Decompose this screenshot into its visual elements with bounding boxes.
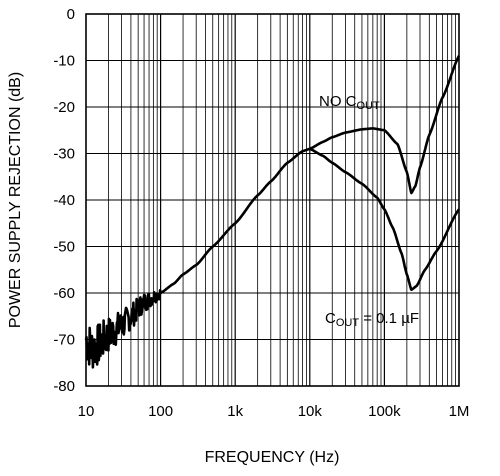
series-lines: [84, 55, 461, 369]
y-tick-label: -80: [53, 378, 75, 395]
series-line-common: [84, 147, 311, 369]
y-tick-label: 0: [67, 6, 75, 23]
series-label-cout-sub: OUT: [336, 317, 360, 329]
plot-frame: [85, 13, 460, 387]
y-tick-label: -60: [53, 285, 75, 302]
x-tick-label: 10k: [298, 403, 323, 420]
x-tick-label: 100: [148, 403, 173, 420]
series-label-no-cout-sub: OUT: [357, 100, 381, 112]
y-tick-label: -70: [53, 332, 75, 349]
x-tick-label: 10: [78, 403, 95, 420]
y-tick-label: -30: [53, 146, 75, 163]
series-line-cout-0.1uf: [308, 147, 461, 291]
y-tick-label: -10: [53, 53, 75, 70]
y-tick-label: -40: [53, 192, 75, 209]
series-label-cout: COUT = 0.1 µF: [325, 310, 419, 329]
x-tick-label: 100k: [368, 403, 401, 420]
series-label-no-cout-main: NO C: [319, 93, 357, 110]
x-axis-label: FREQUENCY (Hz): [205, 449, 340, 466]
y-tick-label: -50: [53, 239, 75, 256]
series-label-cout-tail: = 0.1 µF: [359, 310, 419, 327]
series-line-no-cout: [308, 55, 461, 195]
series-label-no-cout: NO COUT: [319, 93, 380, 112]
grid: [86, 14, 459, 386]
y-axis-label: POWER SUPPLY REJECTION (dB): [7, 72, 24, 328]
y-tick-label: -20: [53, 99, 75, 116]
series-label-cout-main: C: [325, 310, 336, 327]
x-tick-label: 1M: [449, 403, 470, 420]
x-tick-label: 1k: [227, 403, 243, 420]
